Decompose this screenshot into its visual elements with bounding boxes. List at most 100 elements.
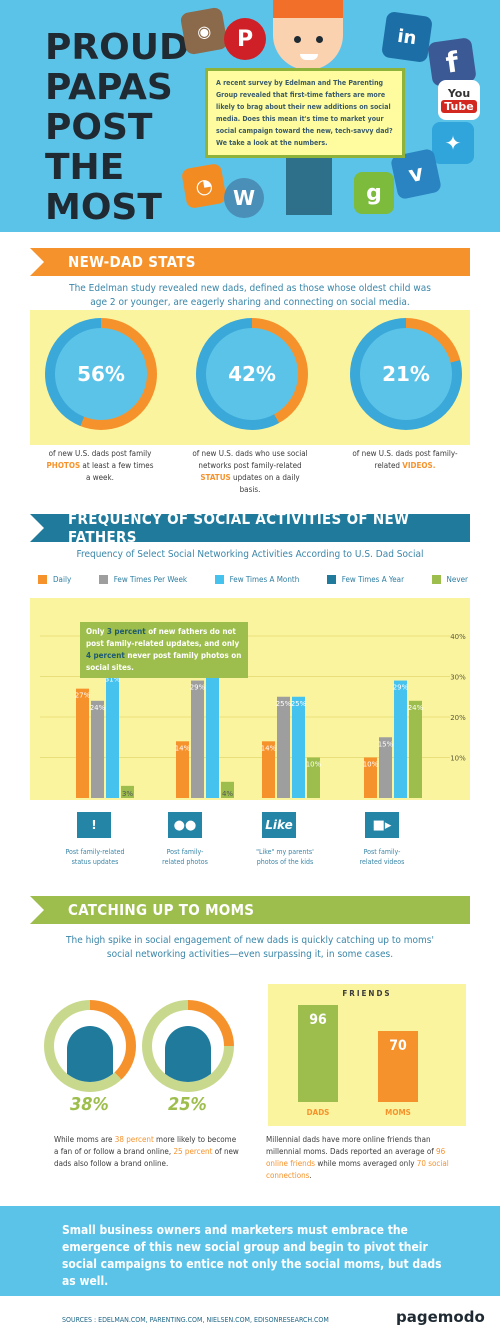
moms-intro: The high spike in social engagement of n… [66,935,434,960]
bar-value-label: 24% [408,704,424,712]
stat-value: 21% [382,362,430,386]
friends-label-dads: DADS [306,1108,330,1117]
footer-message: Small business owners and marketers must… [62,1223,442,1288]
bar-daily [176,741,189,798]
section-heading-frequency: FREQUENCY OF SOCIAL ACTIVITIES OF NEW FA… [30,510,470,546]
legend-item: Daily [38,575,71,584]
title-line: PAPAS [45,67,173,108]
bar-few-times-a-month [106,672,119,798]
brand-logo[interactable]: pagemodo [396,1308,485,1326]
friends-value-moms: 70 [389,1038,407,1054]
google-icon: g [354,172,394,214]
bar-value-label: 15% [378,740,394,748]
person-icon [165,1026,211,1082]
people-icon: ●● [168,812,202,838]
stats-intro: The Edelman study revealed new dads, def… [69,283,431,308]
chart-legend: Daily Few Times Per Week Few Times A Mon… [38,575,468,584]
title-line: THE [45,147,125,188]
wordpress-icon: W [224,178,264,218]
category-label: Post family-related status updates [65,848,125,866]
bar-few-times-a-month [394,680,407,798]
bar-never [121,785,134,798]
legend-item: Few Times Per Week [98,575,187,584]
exclamation-icon: ! [77,812,111,838]
stat-caption-videos: of new U.S. dads post family-related VID… [352,449,458,470]
person-icon [67,1026,113,1082]
legend-item: Few Times A Year [326,575,404,584]
pinterest-icon: P [224,18,266,60]
linkedin-icon: in [381,11,433,63]
chart-callout: Only 3 percent of new fathers do not pos… [80,622,248,678]
bar-value-label: 24% [90,704,106,712]
bar-few-times-per-week [191,680,204,798]
legend-item: Never [431,575,468,584]
bar-value-label: 29% [393,684,409,692]
section-heading-text: NEW-DAD STATS [68,253,196,271]
bar-value-label: 3% [122,790,133,798]
y-tick-label: 30% [450,674,466,682]
category-label: Post family-related photos [162,848,208,866]
section-heading-text: FREQUENCY OF SOCIAL ACTIVITIES OF NEW FA… [68,510,410,546]
brand-ring-moms [44,1000,136,1092]
bar-few-times-per-week [379,737,392,798]
bar-value-label: 25% [276,700,292,708]
youtube-icon: You Tube [438,80,480,120]
stat-ring-videos: 21% [350,318,462,430]
brand-pct-dads: 25% [168,1094,207,1115]
bar-value-label: 10% [363,761,379,769]
category-label: Post family-related videos [359,848,405,866]
bar-few-times-a-month [292,696,305,798]
section-heading-moms: CATCHING UP TO MOMS [30,896,470,924]
category-label: "Like" my parents' photos of the kids [256,848,314,866]
friends-bar-moms [378,1031,418,1102]
section-heading-text: CATCHING UP TO MOMS [68,901,255,919]
section-heading-new-dad-stats: NEW-DAD STATS [30,248,470,276]
brand-pct-moms: 38% [70,1094,109,1115]
bar-few-times-a-month [206,660,219,798]
stat-value: 56% [77,362,125,386]
bar-value-label: 10% [306,761,322,769]
intro-note: A recent survey by Edelman and The Paren… [205,68,405,158]
stat-value: 42% [228,362,276,386]
footer-banner [0,1206,500,1296]
bar-daily [76,688,89,798]
stat-caption-status: of new U.S. dads who use social networks… [192,449,308,494]
y-tick-label: 10% [450,755,466,763]
stat-ring-status: 42% [196,318,308,430]
title-line: POST [45,107,153,148]
bar-value-label: 14% [261,744,277,752]
like-icon: Like [262,812,296,838]
title-line: PROUD [45,27,189,68]
bar-value-label: 31% [105,675,121,683]
instagram-icon: ◉ [179,6,229,56]
page-title: PROUD PAPAS POST THE MOST [45,28,195,228]
moms-left-text: While moms are 38 percent more likely to… [54,1135,239,1168]
bar-daily [262,741,275,798]
bar-few-times-per-week [277,696,290,798]
bar-chart: 10%20%30%40%27%24%31%3%14%29%34%4%14%25%… [40,633,466,798]
bar-few-times-per-week [91,700,104,798]
y-tick-label: 40% [450,633,466,641]
title-line: MOST [45,187,162,228]
bar-never [221,781,234,798]
footer-bar [0,1296,500,1338]
bar-daily [364,757,377,798]
stat-caption-photos: of new U.S. dads post family PHOTOS at l… [46,449,154,482]
friends-label-moms: MOMS [385,1108,411,1117]
bar-value-label: 29% [190,684,206,692]
bar-value-label: 25% [291,700,307,708]
twitter-icon: ✦ [432,122,474,164]
dad-illustration [268,0,352,222]
moms-right-text: Millennial dads have more online friends… [266,1135,449,1180]
friends-bar-dads [298,1005,338,1102]
bar-value-label: 27% [75,692,91,700]
rss-icon: ◔ [180,162,228,210]
y-tick-label: 20% [450,714,466,722]
friends-title: FRIENDS [342,989,392,998]
sources: SOURCES : EDELMAN.COM, PARENTING.COM, NI… [62,1316,329,1324]
chart-subtitle: Frequency of Select Social Networking Ac… [76,549,424,560]
video-camera-icon: ■▸ [365,812,399,838]
stat-ring-photos: 56% [45,318,157,430]
bar-never [307,757,320,798]
bar-value-label: 4% [222,790,233,798]
